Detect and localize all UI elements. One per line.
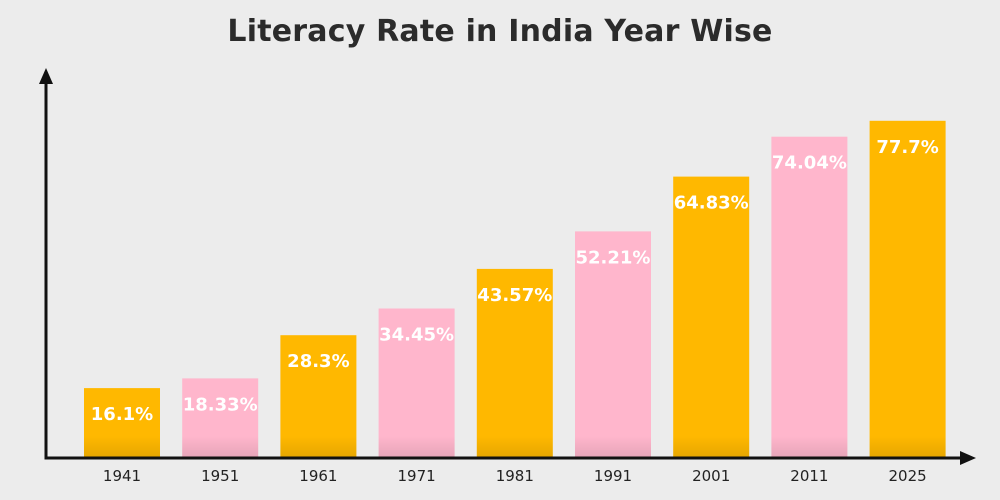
bar-1971 (378, 308, 455, 458)
bar-labels-layer: 16.1% 18.33% 28.3% 34.45% 43.57% 52.21% 64.83%… (91, 137, 939, 425)
x-axis-arrow-icon (960, 451, 976, 465)
bar-shadow (869, 436, 946, 458)
bar-value-label: 34.45% (379, 325, 454, 346)
x-tick-labels-layer: 1941 1951 1961 1971 1981 1991 2001 2011 2025 (103, 467, 927, 485)
chart-title: Literacy Rate in India Year Wise (227, 14, 773, 49)
bar-1991 (575, 231, 651, 458)
bar-value-label: 64.83% (674, 193, 749, 214)
bar-value-label: 18.33% (183, 394, 258, 415)
x-tick-label: 1971 (398, 467, 436, 485)
bar-2011 (771, 136, 848, 458)
x-tick-label: 1981 (496, 467, 534, 485)
x-tick-label: 2025 (889, 467, 927, 485)
bar-value-label: 52.21% (576, 247, 651, 268)
bar-value-label: 77.7% (876, 137, 938, 158)
bar-shadow (673, 436, 750, 458)
bar-value-label: 28.3% (287, 351, 349, 372)
bar-2025 (869, 120, 946, 459)
bar-shadow (378, 436, 455, 458)
y-axis-arrow-icon (39, 68, 53, 84)
bar-shadow (476, 436, 553, 458)
x-tick-label: 2011 (790, 467, 828, 485)
bar-1981 (476, 268, 553, 458)
bars-layer (84, 120, 946, 459)
x-tick-label: 1951 (201, 467, 239, 485)
bar-value-label: 74.04% (772, 153, 847, 174)
x-tick-label: 1941 (103, 467, 141, 485)
bar-2001 (673, 176, 750, 458)
bar-shadow (575, 436, 651, 458)
bar-shadow (771, 436, 848, 458)
bar-value-label: 43.57% (477, 285, 552, 306)
bar-shadow (84, 436, 160, 458)
x-tick-label: 1961 (299, 467, 337, 485)
x-tick-label: 2001 (692, 467, 730, 485)
bar-shadow (182, 436, 259, 458)
axes (39, 68, 976, 465)
bar-shadow (280, 436, 357, 458)
bar-value-label: 16.1% (91, 404, 153, 425)
x-tick-label: 1991 (594, 467, 632, 485)
